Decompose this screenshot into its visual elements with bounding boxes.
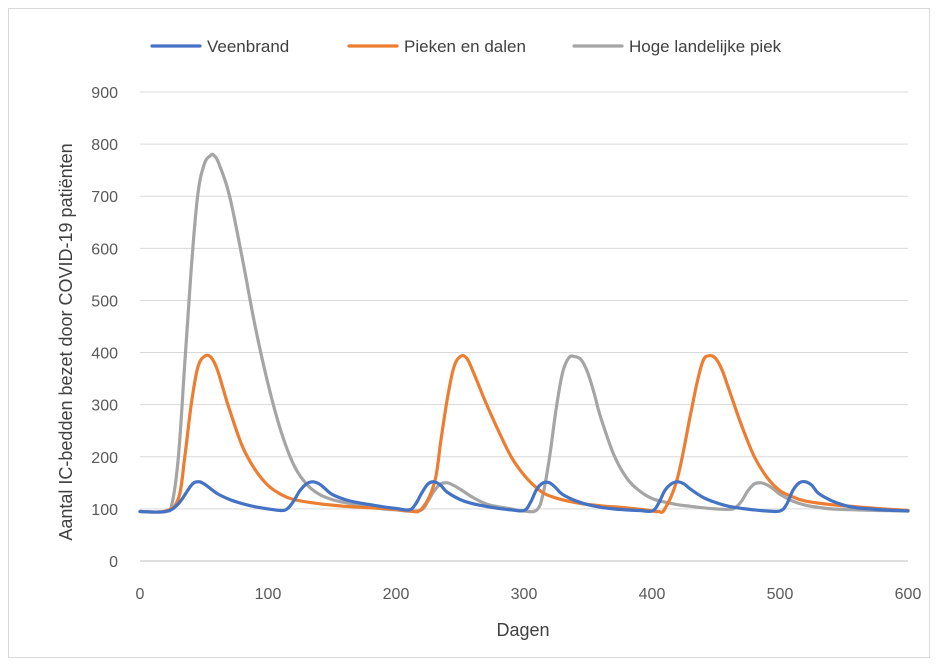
x-axis-ticks: 0 100 200 300 400 500 600: [136, 586, 922, 603]
x-tick-label: 0: [136, 586, 145, 603]
y-axis-title: Aantal IC-bedden bezet door COVID-19 pat…: [56, 143, 76, 540]
series-line-pieken-en-dalen: [138, 353, 910, 514]
legend-label: Hoge landelijke piek: [629, 37, 782, 56]
y-axis-ticks: 0 100 200 300 400 500 600 700 800 900: [91, 85, 118, 571]
x-tick-label: 300: [511, 586, 538, 603]
x-tick-label: 600: [895, 586, 922, 603]
legend: Veenbrand Pieken en dalen Hoge landelijke …: [150, 37, 782, 56]
series-line-veenbrand: [138, 479, 910, 514]
y-tick-label: 700: [91, 189, 118, 206]
x-tick-label: 100: [255, 586, 282, 603]
x-tick-label: 400: [639, 586, 666, 603]
y-tick-label: 800: [91, 137, 118, 154]
y-tick-label: 600: [91, 241, 118, 258]
legend-label: Veenbrand: [207, 37, 289, 56]
y-tick-label: 300: [91, 398, 118, 415]
y-tick-label: 900: [91, 85, 118, 102]
y-tick-label: 400: [91, 346, 118, 363]
x-axis-title: Dagen: [496, 620, 549, 640]
series-lines: [138, 152, 910, 514]
y-tick-label: 200: [91, 450, 118, 467]
y-tick-label: 100: [91, 502, 118, 519]
x-tick-label: 500: [767, 586, 794, 603]
legend-label: Pieken en dalen: [404, 37, 526, 56]
series-line-hoge-landelijke-piek: [138, 152, 910, 514]
chart-area: [8, 8, 930, 658]
y-tick-label: 500: [91, 293, 118, 310]
x-tick-label: 200: [383, 586, 410, 603]
y-tick-label: 0: [109, 554, 118, 571]
